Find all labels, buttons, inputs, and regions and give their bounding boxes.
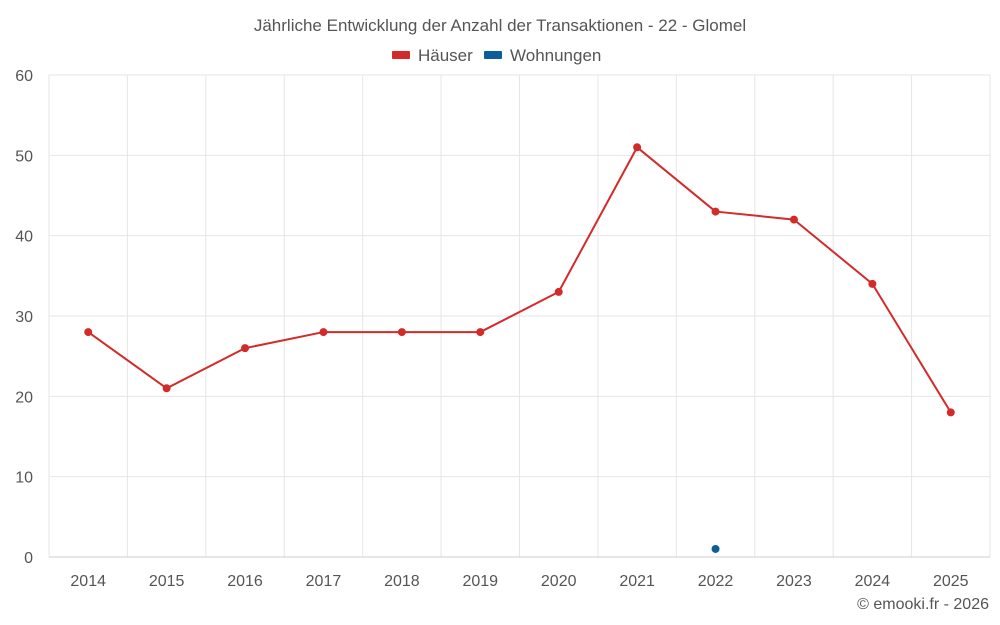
x-tick-label: 2023	[776, 573, 812, 590]
series-0-point[interactable]	[868, 279, 877, 288]
series-1-point[interactable]	[711, 544, 720, 553]
x-tick-label: 2014	[70, 573, 106, 590]
series-0-point[interactable]	[554, 287, 563, 296]
credit-text: © emooki.fr - 2026	[857, 596, 989, 613]
x-tick-label: 2018	[384, 573, 420, 590]
y-tick-label: 30	[15, 309, 33, 326]
chart-title: Jährliche Entwicklung der Anzahl der Tra…	[254, 16, 746, 35]
y-tick-label: 20	[15, 389, 33, 406]
x-tick-label: 2021	[619, 573, 655, 590]
legend-label-haeuser[interactable]: Häuser	[418, 46, 473, 65]
series-0-point[interactable]	[711, 207, 720, 216]
series-0-point[interactable]	[241, 344, 250, 353]
series-0-point[interactable]	[789, 215, 798, 224]
series-0-point[interactable]	[397, 328, 406, 337]
series-0-point[interactable]	[84, 328, 93, 337]
y-tick-label: 40	[15, 229, 33, 246]
series-0-point[interactable]	[946, 408, 955, 417]
x-tick-label: 2024	[855, 573, 891, 590]
series-0-point[interactable]	[476, 328, 485, 337]
x-tick-label: 2016	[227, 573, 263, 590]
y-tick-label: 60	[15, 68, 33, 85]
x-tick-label: 2017	[306, 573, 342, 590]
x-tick-label: 2020	[541, 573, 577, 590]
legend[interactable]: Häuser Wohnungen	[392, 46, 601, 65]
legend-label-wohnungen[interactable]: Wohnungen	[510, 46, 601, 65]
y-tick-label: 0	[24, 550, 33, 567]
series-0-point[interactable]	[319, 328, 328, 337]
x-tick-label: 2019	[462, 573, 498, 590]
series-0-point[interactable]	[162, 384, 171, 393]
x-axis: 2014 2015 2016 2017 2018 2019 2020 2021 2022 2023…	[49, 556, 990, 590]
series-0-point[interactable]	[633, 143, 642, 152]
series-line-0	[87, 146, 952, 413]
y-axis: 0 10 20 30 40 50 60	[15, 68, 33, 567]
legend-swatch-wohnungen	[484, 51, 502, 59]
series-layer	[84, 143, 955, 553]
y-tick-label: 50	[15, 148, 33, 165]
x-tick-label: 2022	[698, 573, 734, 590]
gridlines	[48, 74, 991, 557]
y-tick-label: 10	[15, 470, 33, 487]
x-tick-label: 2015	[149, 573, 185, 590]
legend-swatch-haeuser	[392, 51, 410, 59]
x-tick-label: 2025	[933, 573, 969, 590]
